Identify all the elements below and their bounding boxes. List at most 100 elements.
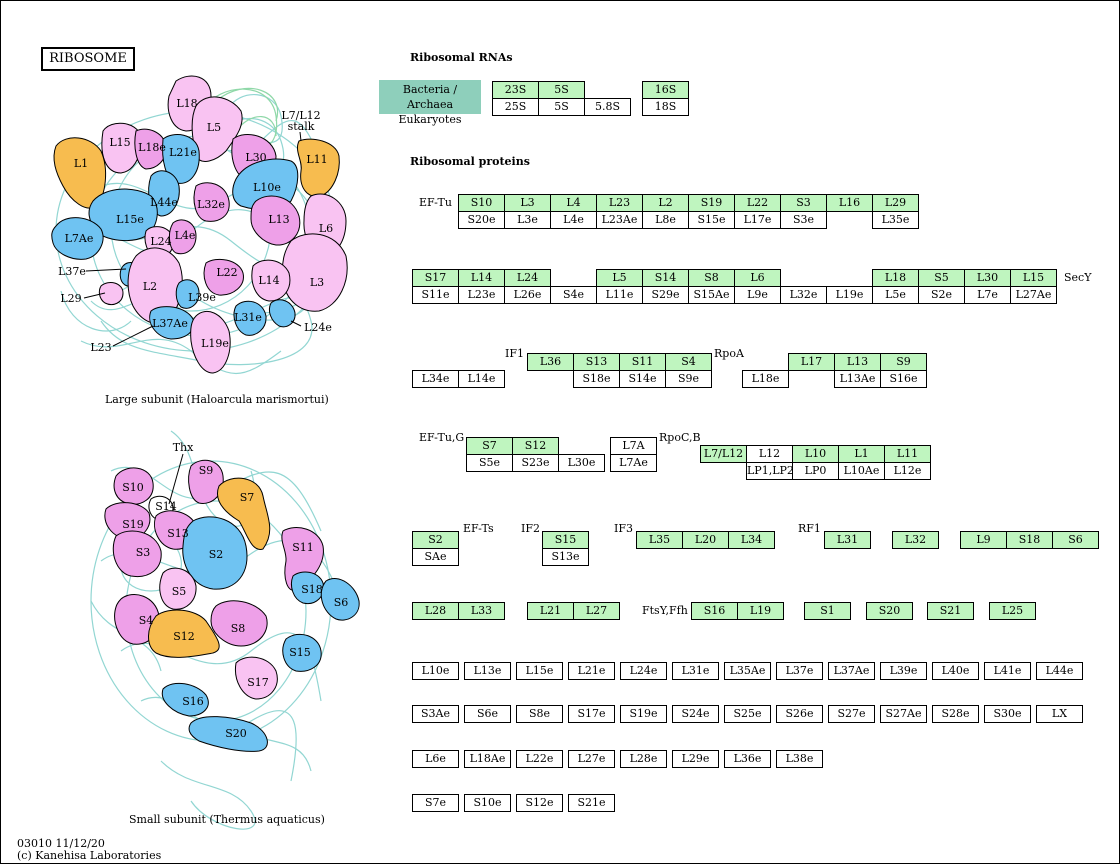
label-secy[interactable]: SecY bbox=[1064, 271, 1092, 284]
protein-box[interactable]: L24 bbox=[504, 269, 551, 287]
label-if2[interactable]: IF2 bbox=[521, 522, 540, 535]
protein-box[interactable]: L25 bbox=[989, 602, 1036, 620]
protein-box[interactable]: S17e bbox=[568, 705, 615, 723]
label-eftu[interactable]: EF-Tu bbox=[419, 196, 452, 209]
protein-box[interactable]: L21 bbox=[527, 602, 574, 620]
protein-box[interactable]: L2 bbox=[642, 194, 689, 212]
protein-box[interactable]: L28e bbox=[620, 750, 667, 768]
protein-box[interactable]: L4 bbox=[550, 194, 597, 212]
protein-box[interactable]: L39e bbox=[880, 662, 927, 680]
protein-box[interactable]: S16 bbox=[691, 602, 738, 620]
protein-box[interactable]: L40e bbox=[932, 662, 979, 680]
protein-box[interactable]: L1 bbox=[838, 445, 885, 463]
protein-box[interactable]: S24e bbox=[672, 705, 719, 723]
protein-box[interactable]: L19e bbox=[826, 286, 873, 304]
protein-box[interactable]: L33 bbox=[458, 602, 505, 620]
protein-box[interactable]: S3 bbox=[780, 194, 827, 212]
protein-box[interactable]: L22 bbox=[734, 194, 781, 212]
protein-box[interactable]: S11 bbox=[619, 353, 666, 371]
protein-box[interactable]: S5e bbox=[466, 454, 513, 472]
protein-box[interactable]: L31 bbox=[824, 531, 871, 549]
protein-box[interactable]: S7 bbox=[466, 437, 513, 455]
label-rpoa[interactable]: RpoA bbox=[714, 347, 744, 360]
protein-box[interactable]: S18e bbox=[573, 370, 620, 388]
protein-box[interactable]: L5e bbox=[872, 286, 919, 304]
protein-box[interactable]: S20e bbox=[458, 211, 505, 229]
protein-box[interactable]: L17e bbox=[734, 211, 781, 229]
protein-box[interactable]: S9 bbox=[880, 353, 927, 371]
protein-box[interactable]: L18Ae bbox=[464, 750, 511, 768]
label-eftug[interactable]: EF-Tu,G bbox=[419, 431, 465, 444]
protein-box[interactable]: S19 bbox=[688, 194, 735, 212]
protein-box[interactable]: S1 bbox=[804, 602, 851, 620]
protein-box[interactable]: L7A bbox=[610, 437, 657, 455]
protein-box[interactable]: S14e bbox=[619, 370, 666, 388]
protein-box[interactable]: L14 bbox=[458, 269, 505, 287]
protein-box[interactable]: L35 bbox=[636, 531, 683, 549]
protein-box[interactable]: L9e bbox=[734, 286, 781, 304]
protein-box[interactable]: S14 bbox=[642, 269, 689, 287]
protein-box[interactable]: S27e bbox=[828, 705, 875, 723]
protein-box[interactable]: L7Ae bbox=[610, 454, 657, 472]
protein-box[interactable]: L13Ae bbox=[834, 370, 881, 388]
protein-box[interactable]: S15e bbox=[688, 211, 735, 229]
protein-box[interactable]: L10Ae bbox=[838, 462, 885, 480]
protein-box[interactable]: S12e bbox=[516, 794, 563, 812]
protein-box[interactable]: L13 bbox=[834, 353, 881, 371]
protein-box[interactable]: L19 bbox=[737, 602, 784, 620]
protein-box[interactable]: L5 bbox=[596, 269, 643, 287]
protein-box[interactable]: L11e bbox=[596, 286, 643, 304]
label-rpocb[interactable]: RpoC,B bbox=[659, 431, 701, 444]
protein-box[interactable]: S4 bbox=[665, 353, 712, 371]
protein-box[interactable]: L15 bbox=[1010, 269, 1057, 287]
protein-box[interactable]: L32e bbox=[780, 286, 827, 304]
protein-box[interactable]: L34 bbox=[728, 531, 775, 549]
protein-box[interactable]: S7e bbox=[412, 794, 459, 812]
protein-box[interactable]: S23e bbox=[512, 454, 559, 472]
protein-box[interactable]: L22e bbox=[516, 750, 563, 768]
protein-box[interactable]: L26e bbox=[504, 286, 551, 304]
protein-box[interactable]: L37Ae bbox=[828, 662, 875, 680]
protein-box[interactable]: S6 bbox=[1052, 531, 1099, 549]
protein-box[interactable]: S12 bbox=[512, 437, 559, 455]
protein-box[interactable]: L16 bbox=[826, 194, 873, 212]
protein-box[interactable]: L10 bbox=[792, 445, 839, 463]
protein-box[interactable]: S27Ae bbox=[880, 705, 927, 723]
protein-box[interactable]: L31e bbox=[672, 662, 719, 680]
protein-box[interactable]: L13e bbox=[464, 662, 511, 680]
rrna-23s[interactable]: 23S bbox=[492, 81, 539, 99]
protein-box[interactable]: L6 bbox=[734, 269, 781, 287]
protein-box[interactable]: S2 bbox=[412, 531, 459, 549]
protein-box[interactable]: L28 bbox=[412, 602, 459, 620]
rrna-5s-euk[interactable]: 5S bbox=[538, 98, 585, 116]
protein-box[interactable]: L35e bbox=[872, 211, 919, 229]
protein-box[interactable]: S20 bbox=[866, 602, 913, 620]
rrna-5s[interactable]: 5S bbox=[538, 81, 585, 99]
label-ftsy-ffh[interactable]: FtsY,Ffh bbox=[642, 604, 688, 617]
protein-box[interactable]: L32 bbox=[892, 531, 939, 549]
protein-box[interactable]: L27 bbox=[573, 602, 620, 620]
protein-box[interactable]: S13e bbox=[542, 548, 589, 566]
protein-box[interactable]: L37e bbox=[776, 662, 823, 680]
protein-box[interactable]: L10e bbox=[412, 662, 459, 680]
protein-box[interactable]: L4e bbox=[550, 211, 597, 229]
rrna-16s[interactable]: 16S bbox=[642, 81, 689, 99]
protein-box[interactable]: L23e bbox=[458, 286, 505, 304]
protein-box[interactable]: L41e bbox=[984, 662, 1031, 680]
protein-box[interactable]: S19e bbox=[620, 705, 667, 723]
protein-box[interactable]: LX bbox=[1036, 705, 1083, 723]
protein-box[interactable]: S11e bbox=[412, 286, 459, 304]
protein-box[interactable]: L11 bbox=[884, 445, 931, 463]
protein-box[interactable]: L30e bbox=[558, 454, 605, 472]
protein-box[interactable]: L9 bbox=[960, 531, 1007, 549]
protein-box[interactable]: S17 bbox=[412, 269, 459, 287]
protein-box[interactable]: L12 bbox=[746, 445, 793, 463]
protein-box[interactable]: S10 bbox=[458, 194, 505, 212]
protein-box[interactable]: L14e bbox=[458, 370, 505, 388]
protein-box[interactable]: L23 bbox=[596, 194, 643, 212]
protein-box[interactable]: L35Ae bbox=[724, 662, 771, 680]
protein-box[interactable]: S13 bbox=[573, 353, 620, 371]
protein-box[interactable]: L36e bbox=[724, 750, 771, 768]
protein-box[interactable]: L8e bbox=[642, 211, 689, 229]
protein-box[interactable]: L27Ae bbox=[1010, 286, 1057, 304]
